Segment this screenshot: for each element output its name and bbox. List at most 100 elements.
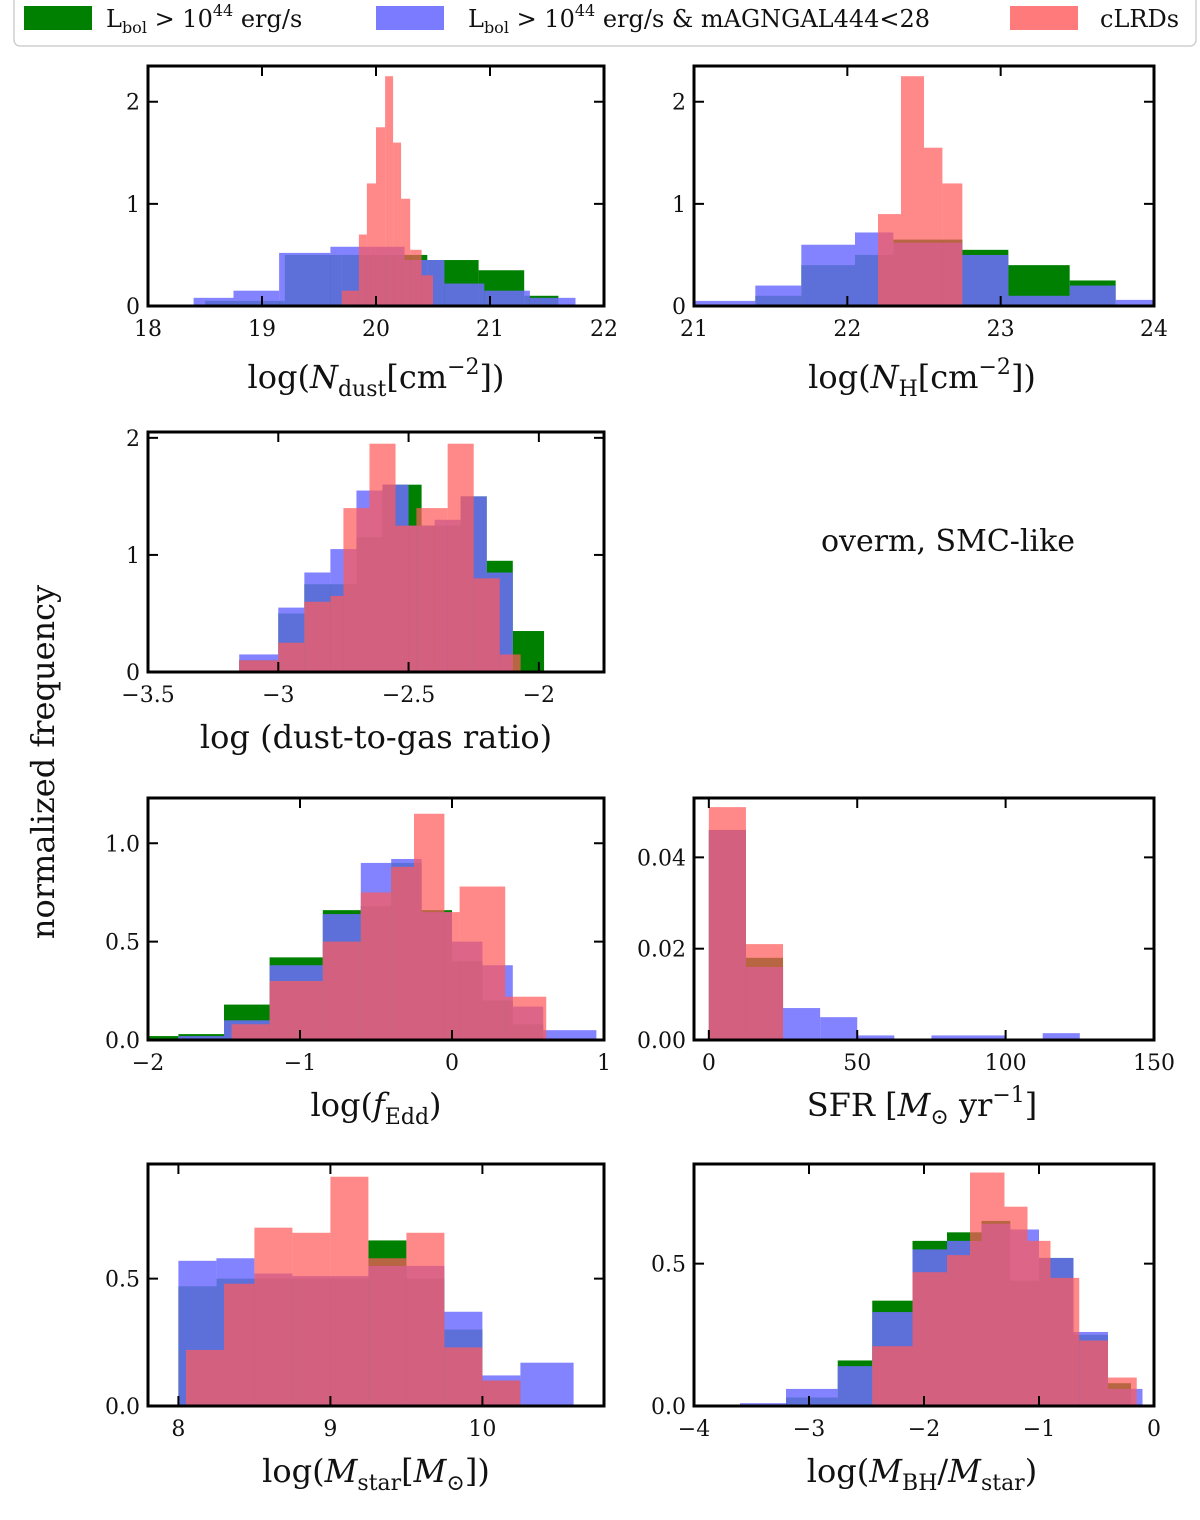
xtick-label-sfr-2: 100 (985, 1051, 1027, 1076)
ytick-label-nh-0: 0 (672, 295, 686, 320)
bar-mstar-s2-0 (186, 1349, 224, 1406)
bars-ndust (193, 76, 576, 306)
xtick-label-fedd-3: 1 (597, 1051, 611, 1076)
bar-ndust-s2-2 (366, 183, 376, 306)
bar-dtg-s2-3 (330, 595, 344, 672)
bar-nh-s2-3 (942, 183, 963, 306)
bar-fedd-s2-1 (269, 980, 323, 1040)
bar-dtg-s2-8 (447, 443, 474, 672)
xlabel-nh: log(NH[cm−2]) (808, 355, 1036, 402)
bar-mstar-s2-1 (224, 1283, 255, 1406)
ytick-label-mbh-1: 0.5 (651, 1253, 686, 1278)
bar-mbh-s2-5 (1027, 1240, 1051, 1406)
bar-fedd-s1-0 (178, 1036, 224, 1040)
bar-sfr-s1-2 (783, 1008, 821, 1040)
xtick-label-mstar-2: 10 (468, 1417, 496, 1442)
bar-dtg-s2-4 (343, 508, 370, 672)
model-annotation: overm, SMC-like (821, 524, 1075, 559)
panel-dtg: −3.5 −3 −2.5 −2 0 1 2 (121, 427, 606, 708)
bar-mbh-s2-6 (1050, 1277, 1080, 1406)
bar-nh-s1-7 (1069, 285, 1116, 306)
bar-nh-s1-0 (694, 300, 756, 306)
bar-ndust-s1-0 (193, 297, 234, 306)
xtick-label-mbh-3: −1 (1023, 1417, 1055, 1442)
bar-nh-s1-6 (1008, 295, 1070, 306)
xtick-label-mstar-0: 8 (171, 1417, 185, 1442)
xtick-label-mbh-0: −4 (678, 1417, 710, 1442)
bars-dtg (239, 443, 545, 672)
xtick-label-ndust-4: 22 (590, 317, 618, 342)
bar-mbh-s2-1 (912, 1272, 947, 1406)
bar-dtg-s2-9 (473, 578, 500, 672)
bar-ndust-s2-0 (341, 290, 359, 306)
ytick-label-dtg-2: 2 (126, 427, 140, 452)
bar-sfr-s2-0 (708, 807, 746, 1040)
bar-ndust-s2-6 (401, 198, 411, 306)
xtick-label-ndust-1: 19 (248, 317, 276, 342)
xtick-label-dtg-0: −3.5 (121, 683, 174, 708)
bars-fedd (148, 813, 597, 1040)
ytick-label-mbh-0: 0.0 (651, 1395, 686, 1420)
xtick-label-sfr-1: 50 (843, 1051, 871, 1076)
bar-fedd-s2-2 (322, 941, 361, 1040)
bar-ndust-s2-8 (421, 275, 433, 306)
bar-dtg-s2-5 (369, 443, 396, 672)
panel-ndust: 18 19 20 21 22 0 1 2 (126, 64, 618, 342)
panel-mstar: 8 9 10 0.0 0.5 (105, 1162, 606, 1442)
bar-nh-s2-1 (901, 76, 924, 306)
panel-sfr: 0 50 100 150 0.00 0.02 0.04 (637, 796, 1175, 1076)
bar-mbh-s2-7 (1079, 1340, 1108, 1406)
xtick-label-sfr-0: 0 (702, 1051, 716, 1076)
bar-ndust-s2-5 (393, 142, 402, 306)
bar-fedd-s2-7 (459, 886, 506, 1040)
legend-frame (13, 0, 1197, 47)
bar-nh-s1-2 (801, 244, 855, 306)
panel-mbh: −4 −3 −2 −1 0 0.0 0.5 (651, 1162, 1161, 1442)
bars-mstar (178, 1176, 574, 1406)
xtick-label-nh-3: 24 (1140, 317, 1168, 342)
bar-mbh-s2-4 (1004, 1206, 1028, 1406)
xlabel-mstar: log(Mstar[M⊙]) (262, 1452, 490, 1496)
xtick-label-mbh-1: −3 (793, 1417, 825, 1442)
frame-sfr (692, 796, 1156, 1042)
xtick-label-mbh-2: −2 (908, 1417, 940, 1442)
ytick-label-mstar-0: 0.0 (105, 1395, 140, 1420)
bar-mbh-s2-8 (1108, 1377, 1137, 1406)
bar-dtg-s2-10 (499, 654, 521, 672)
bars-sfr (708, 807, 1080, 1040)
ytick-label-mstar-1: 0.5 (105, 1268, 140, 1293)
legend-label-clrds: cLRDs (1100, 5, 1179, 33)
ytick-label-fedd-2: 1.0 (105, 832, 140, 857)
xtick-label-fedd-2: 0 (445, 1051, 459, 1076)
bar-fedd-s2-6 (444, 912, 460, 1040)
bar-dtg-s2-2 (304, 601, 331, 672)
bar-nh-s2-0 (878, 214, 901, 306)
ytick-label-dtg-0: 0 (126, 661, 140, 686)
xtick-label-nh-1: 22 (833, 317, 861, 342)
bar-mstar-s2-8 (482, 1380, 521, 1406)
ytick-label-ndust-2: 2 (126, 91, 140, 116)
bar-mstar-s2-2 (254, 1227, 293, 1406)
bar-nh-s1-1 (755, 285, 802, 306)
bar-dtg-s2-0 (239, 660, 279, 672)
bar-ndust-s1-8 (529, 297, 576, 306)
xtick-label-nh-2: 23 (987, 317, 1015, 342)
bar-sfr-s1-6 (931, 1035, 969, 1040)
bar-mstar-s2-7 (444, 1347, 483, 1406)
bar-fedd-s0-0 (148, 1036, 179, 1040)
xtick-label-mstar-1: 9 (323, 1417, 337, 1442)
bar-sfr-s1-4 (857, 1035, 895, 1040)
bars-mbh (694, 1172, 1143, 1406)
xlabel-fedd: log(fEdd) (310, 1086, 441, 1130)
bar-mbh-s1-2 (786, 1388, 838, 1406)
xtick-label-fedd-1: −1 (284, 1051, 316, 1076)
ytick-label-sfr-2: 0.04 (637, 846, 686, 871)
bar-fedd-s2-8 (505, 996, 547, 1040)
bars-nh (694, 76, 1154, 306)
ytick-label-fedd-0: 0.0 (105, 1029, 140, 1054)
ytick-label-sfr-1: 0.02 (637, 938, 686, 963)
legend-swatch-clrds (1010, 6, 1078, 30)
bar-fedd-s2-4 (391, 866, 414, 1040)
xtick-label-dtg-3: −2 (523, 683, 555, 708)
bar-sfr-s1-3 (820, 1017, 858, 1040)
